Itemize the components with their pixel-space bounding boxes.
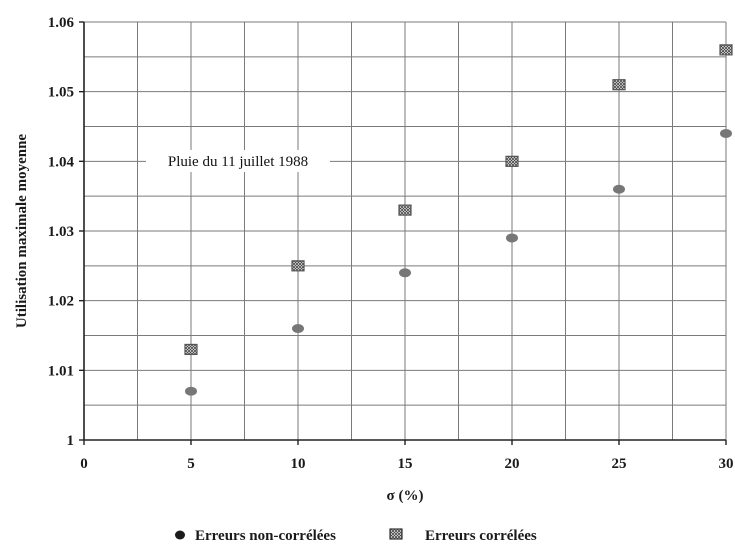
point-erreurs-non-correlees (399, 268, 411, 278)
point-erreurs-correlees (505, 155, 519, 167)
data-points (184, 44, 733, 396)
x-axis-title: σ (%) (387, 488, 424, 504)
tick-labels: 1 1.01 1.02 1.03 1.04 1.05 1.06 0 5 10 15 20 25 30 (48, 15, 734, 472)
x-tick-label: 30 (719, 456, 734, 472)
point-erreurs-correlees (291, 260, 305, 272)
x-tick-label: 0 (80, 456, 88, 472)
y-tick-label: 1.02 (48, 294, 74, 310)
x-tick-label: 5 (187, 456, 195, 472)
point-erreurs-correlees (184, 343, 198, 356)
x-tick-label: 10 (291, 456, 306, 472)
y-axis-title: Utilisation maximale moyenne (14, 134, 30, 328)
axes (79, 21, 727, 445)
y-tick-label: 1 (67, 433, 75, 449)
legend: Erreurs non-corrélées Erreurs corrélées (175, 528, 537, 544)
grid (83, 21, 727, 441)
x-tick-label: 20 (505, 456, 520, 472)
point-erreurs-non-correlees (506, 233, 518, 243)
x-tick-label: 15 (398, 456, 413, 472)
point-erreurs-non-correlees (720, 128, 732, 138)
legend-marker-erreurs-non-correlees (175, 530, 185, 540)
point-erreurs-non-correlees (292, 324, 304, 334)
legend-label-erreurs-correlees: Erreurs corrélées (425, 528, 537, 544)
point-erreurs-non-correlees (185, 386, 197, 396)
y-tick-label: 1.04 (48, 154, 75, 170)
annotation-background (146, 150, 330, 172)
point-erreurs-correlees (398, 204, 412, 216)
y-tick-label: 1.06 (48, 15, 75, 31)
y-tick-label: 1.03 (48, 224, 74, 240)
point-erreurs-correlees (719, 44, 733, 56)
legend-marker-erreurs-correlees (389, 528, 403, 540)
y-tick-label: 1.05 (48, 85, 74, 101)
x-tick-label: 25 (612, 456, 627, 472)
annotation: Pluie du 11 juillet 1988 (146, 150, 330, 172)
annotation-text: Pluie du 11 juillet 1988 (168, 154, 308, 170)
y-tick-label: 1.01 (48, 363, 74, 379)
point-erreurs-correlees (612, 79, 626, 91)
legend-label-erreurs-non-correlees: Erreurs non-corrélées (195, 528, 336, 544)
point-erreurs-non-correlees (613, 184, 625, 194)
